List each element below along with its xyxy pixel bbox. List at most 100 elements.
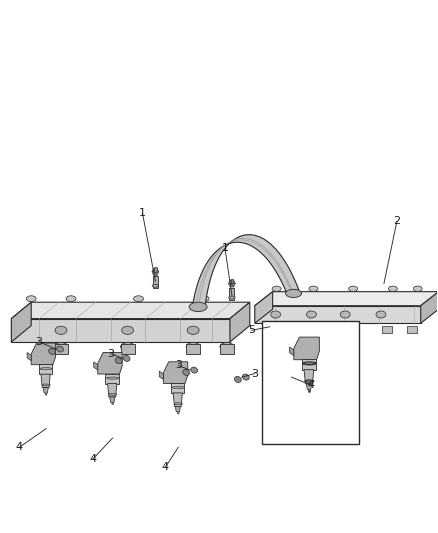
Ellipse shape: [66, 296, 76, 302]
Polygon shape: [11, 319, 230, 342]
Ellipse shape: [307, 311, 316, 318]
Polygon shape: [230, 284, 233, 287]
Ellipse shape: [120, 343, 134, 351]
Polygon shape: [306, 384, 312, 390]
Polygon shape: [232, 280, 235, 284]
Ellipse shape: [40, 368, 52, 370]
Ellipse shape: [309, 286, 318, 292]
Ellipse shape: [234, 376, 241, 383]
Polygon shape: [154, 268, 157, 272]
Polygon shape: [155, 268, 159, 272]
Polygon shape: [229, 280, 232, 284]
Ellipse shape: [189, 302, 207, 312]
Bar: [231, 279, 233, 284]
Ellipse shape: [112, 403, 113, 405]
Bar: [220, 344, 234, 354]
Ellipse shape: [376, 311, 386, 318]
Ellipse shape: [308, 390, 311, 392]
Ellipse shape: [174, 403, 183, 405]
Bar: [262, 321, 359, 444]
Bar: [266, 326, 276, 333]
Ellipse shape: [186, 343, 200, 351]
Ellipse shape: [122, 326, 134, 334]
Polygon shape: [192, 235, 300, 309]
Ellipse shape: [57, 346, 64, 352]
Ellipse shape: [286, 289, 301, 297]
Ellipse shape: [413, 286, 422, 292]
Text: 1: 1: [222, 244, 229, 253]
Ellipse shape: [303, 363, 316, 365]
Ellipse shape: [271, 311, 281, 318]
Ellipse shape: [172, 386, 184, 389]
Ellipse shape: [115, 358, 122, 364]
Bar: [303, 326, 312, 333]
Ellipse shape: [123, 356, 130, 361]
Polygon shape: [39, 364, 52, 374]
Ellipse shape: [49, 349, 56, 354]
Polygon shape: [107, 384, 117, 397]
Polygon shape: [302, 359, 316, 370]
Bar: [120, 344, 134, 354]
Polygon shape: [173, 393, 182, 406]
Polygon shape: [152, 268, 155, 272]
Polygon shape: [159, 372, 163, 379]
Ellipse shape: [340, 311, 350, 318]
Bar: [153, 277, 158, 288]
Polygon shape: [171, 383, 184, 393]
Polygon shape: [98, 352, 122, 374]
Ellipse shape: [109, 393, 117, 395]
Polygon shape: [290, 347, 294, 356]
Ellipse shape: [272, 286, 281, 292]
Bar: [186, 344, 200, 354]
Ellipse shape: [242, 374, 249, 380]
Bar: [54, 344, 68, 354]
Ellipse shape: [134, 296, 144, 302]
Ellipse shape: [54, 343, 68, 351]
Text: 4: 4: [162, 462, 169, 472]
Polygon shape: [31, 343, 56, 365]
Ellipse shape: [187, 326, 199, 334]
Ellipse shape: [26, 296, 36, 302]
Ellipse shape: [45, 393, 47, 395]
Ellipse shape: [220, 343, 234, 351]
Bar: [382, 326, 392, 333]
Polygon shape: [11, 302, 250, 319]
Polygon shape: [255, 292, 438, 306]
Polygon shape: [229, 284, 232, 287]
Polygon shape: [255, 306, 421, 324]
Polygon shape: [304, 370, 314, 384]
Polygon shape: [163, 362, 188, 383]
Text: 4: 4: [16, 442, 23, 453]
Polygon shape: [175, 406, 180, 412]
Text: 1: 1: [139, 208, 146, 218]
Bar: [342, 326, 352, 333]
Polygon shape: [43, 387, 48, 393]
Text: 4: 4: [89, 454, 96, 464]
Text: 3: 3: [35, 337, 42, 347]
Ellipse shape: [55, 326, 67, 334]
Ellipse shape: [42, 384, 50, 386]
Bar: [154, 267, 157, 272]
Bar: [407, 326, 417, 333]
Polygon shape: [94, 362, 98, 370]
Polygon shape: [41, 374, 50, 387]
Polygon shape: [230, 302, 250, 342]
Polygon shape: [11, 302, 31, 342]
Polygon shape: [230, 280, 233, 284]
Polygon shape: [421, 292, 438, 324]
Ellipse shape: [183, 369, 190, 375]
Ellipse shape: [389, 286, 397, 292]
Text: 3: 3: [107, 349, 114, 359]
Text: 5: 5: [248, 325, 255, 335]
Polygon shape: [152, 272, 155, 276]
Polygon shape: [294, 337, 319, 360]
Ellipse shape: [308, 390, 310, 392]
Polygon shape: [105, 374, 119, 384]
Polygon shape: [232, 284, 235, 287]
Ellipse shape: [229, 296, 235, 299]
Text: 3: 3: [251, 369, 258, 378]
Text: 3: 3: [175, 360, 182, 370]
Polygon shape: [255, 292, 273, 324]
Bar: [230, 288, 234, 300]
Polygon shape: [154, 272, 157, 276]
